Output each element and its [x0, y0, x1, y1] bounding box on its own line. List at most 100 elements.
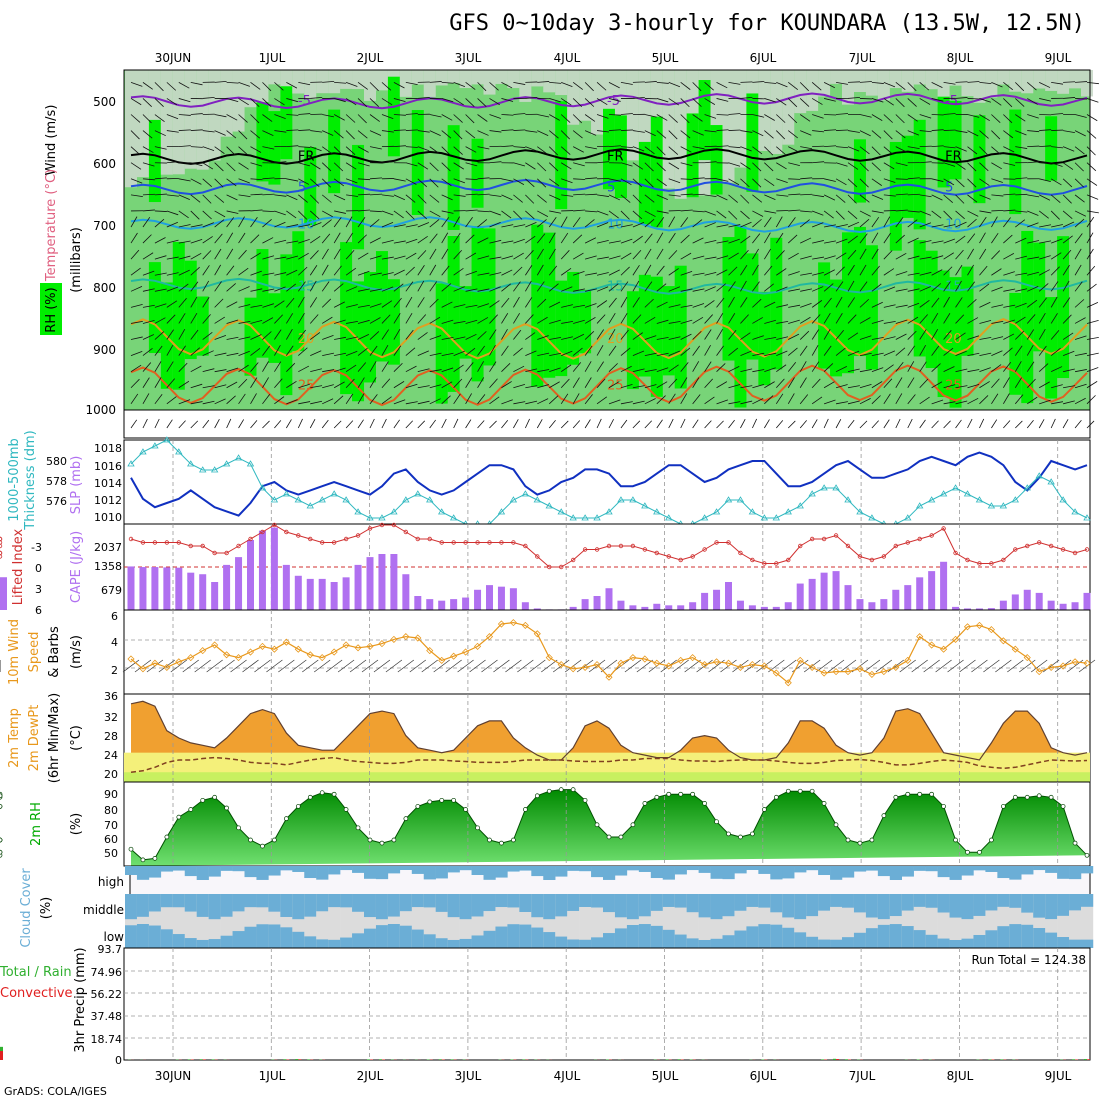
wind-barb: [644, 369, 657, 373]
cloud-low-bar: [256, 924, 269, 948]
wind-barb: [859, 218, 870, 228]
wind-barb: [381, 114, 394, 119]
wind-barb: [931, 312, 939, 324]
wind-barb: [573, 304, 586, 308]
wind-barb: [286, 399, 298, 405]
wind-barb: [1086, 130, 1097, 139]
wind-barb: [752, 298, 762, 308]
cloud-high-bar: [913, 866, 926, 871]
wind-barb: [943, 210, 953, 220]
lifted-index-point: [762, 561, 767, 566]
wind-barb: [668, 393, 676, 405]
wind-speed-point: [689, 654, 697, 662]
wind-barb: [680, 377, 688, 388]
cloud-low-bar: [328, 939, 341, 948]
wind-barb: [692, 377, 700, 388]
wind-barb: [298, 238, 310, 244]
wind-barb: [740, 210, 750, 220]
wind-barb: [740, 280, 747, 292]
cloud-low-bar: [244, 926, 257, 948]
wind-barb: [764, 162, 774, 172]
wind-barb: [262, 377, 269, 388]
wind-barb: [477, 237, 489, 244]
cloud-low-bar: [304, 936, 317, 948]
wind-barb: [453, 364, 464, 373]
dry-region: [136, 70, 149, 178]
wind-speed-point: [1071, 658, 1079, 666]
wind-speed-point: [557, 661, 565, 669]
moist-region: [471, 226, 484, 382]
wind-barb: [919, 98, 931, 105]
wind-barb: [178, 313, 186, 324]
wind-barb: [847, 385, 860, 389]
wind-barb: [477, 272, 490, 276]
wind-barb: [393, 362, 403, 372]
wind-barb: [226, 178, 237, 187]
wind-barb: [991, 419, 998, 429]
wind-barb: [238, 378, 248, 389]
wind-barb: [238, 320, 251, 324]
cloud-high-bar: [411, 866, 424, 874]
wind-barb: [716, 420, 724, 429]
wind-barb: [955, 81, 968, 83]
wind-barb: [166, 114, 179, 120]
wind-barb: [907, 193, 920, 196]
wind-barb: [967, 281, 976, 292]
wind-barb: [835, 178, 847, 186]
wind-barb: [154, 317, 166, 324]
wind-barb: [883, 268, 895, 276]
wind-barb: [226, 301, 238, 308]
cloud-high-bar: [674, 866, 687, 875]
wind-barb: [1014, 394, 1024, 405]
pressure-tick: 700: [93, 219, 116, 233]
wind-barb: [668, 378, 678, 389]
wind-barb: [513, 347, 523, 356]
wind-barb: [369, 255, 382, 260]
wind-barb: [226, 283, 236, 292]
wind-barb: [381, 256, 394, 260]
wind-barb: [919, 286, 931, 292]
lifted-index-point: [284, 529, 289, 535]
wind-barb: [130, 320, 143, 324]
wind-barb: [537, 369, 550, 373]
wind-speed-point: [199, 647, 207, 655]
wind-barb: [883, 393, 891, 405]
wind-barb: [178, 98, 191, 103]
wind-barb: [596, 82, 607, 91]
wind-barb: [357, 162, 370, 167]
cloud-mid-bar: [292, 894, 305, 920]
wind-barb: [668, 304, 681, 308]
cape-bar: [211, 582, 219, 610]
wind-barb: [799, 219, 810, 228]
cloud-low-bar: [865, 928, 879, 948]
rh-point: [176, 814, 182, 820]
wind-barb: [967, 397, 979, 405]
wind-barb: [1062, 221, 1075, 228]
wind-barb: [728, 266, 738, 276]
wind-barb: [740, 350, 752, 356]
wind-barb: [322, 335, 334, 340]
wind-barb: [441, 381, 453, 389]
wind-barb: [943, 401, 956, 405]
cape-bars: [0, 527, 1091, 610]
thickness-marker: [294, 496, 303, 503]
wind-barb: [130, 81, 143, 87]
wind-barb: [991, 130, 1001, 140]
wind-barb: [561, 336, 573, 340]
cape-bar: [258, 530, 266, 610]
wind-barb: [178, 129, 191, 131]
wind-barb: [596, 314, 606, 324]
wind-barb: [572, 347, 583, 356]
lifted-index-point: [750, 557, 755, 563]
cloud-high-bar: [997, 866, 1010, 879]
wind-barb: [549, 301, 561, 308]
cloud-low-bar: [853, 932, 867, 948]
wind-barb: [369, 210, 383, 213]
wind-barb: [166, 82, 177, 91]
thickness-marker: [533, 496, 542, 503]
wind-barb: [764, 232, 771, 244]
wind-barb: [704, 210, 716, 216]
wind-barb: [1051, 401, 1064, 405]
wind-barb: [524, 418, 530, 429]
wind-barb: [453, 418, 459, 429]
